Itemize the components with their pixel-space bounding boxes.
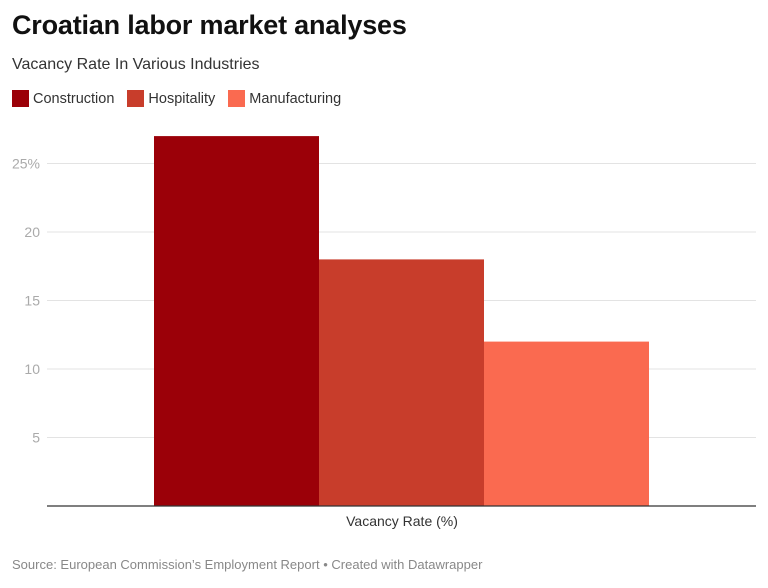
chart-title: Croatian labor market analyses [12, 10, 407, 40]
legend-label: Construction [33, 90, 115, 107]
legend: Construction Hospitality Manufacturing [12, 90, 341, 107]
bar-hospitality [319, 259, 484, 506]
legend-swatch [127, 90, 145, 107]
x-category-label: Vacancy Rate (%) [346, 513, 458, 529]
credit-note: Created with Datawrapper [331, 557, 483, 572]
y-tick-label: 5 [32, 430, 40, 446]
legend-label: Hospitality [148, 90, 216, 107]
y-tick-label: 15 [24, 293, 40, 309]
chart-subtitle: Vacancy Rate In Various Industries [12, 56, 260, 73]
y-tick-label: 20 [24, 224, 40, 240]
legend-item-construction: Construction [12, 90, 114, 107]
y-tick-label: 10 [24, 361, 40, 377]
legend-swatch [12, 90, 29, 107]
legend-item-hospitality: Hospitality [127, 90, 215, 107]
bar-construction [154, 136, 319, 506]
legend-label: Manufacturing [249, 90, 342, 107]
footer: Source: European Commission’s Employment… [12, 557, 482, 572]
bar-manufacturing [484, 341, 649, 506]
source-note: Source: European Commission’s Employment… [12, 557, 320, 572]
legend-swatch [228, 90, 246, 107]
legend-item-manufacturing: Manufacturing [228, 90, 341, 107]
bar-chart: 5 10 15 20 25% Vacancy Rate (%) [12, 136, 756, 529]
footer-separator: • [323, 557, 328, 572]
y-tick-label: 25% [12, 156, 40, 172]
